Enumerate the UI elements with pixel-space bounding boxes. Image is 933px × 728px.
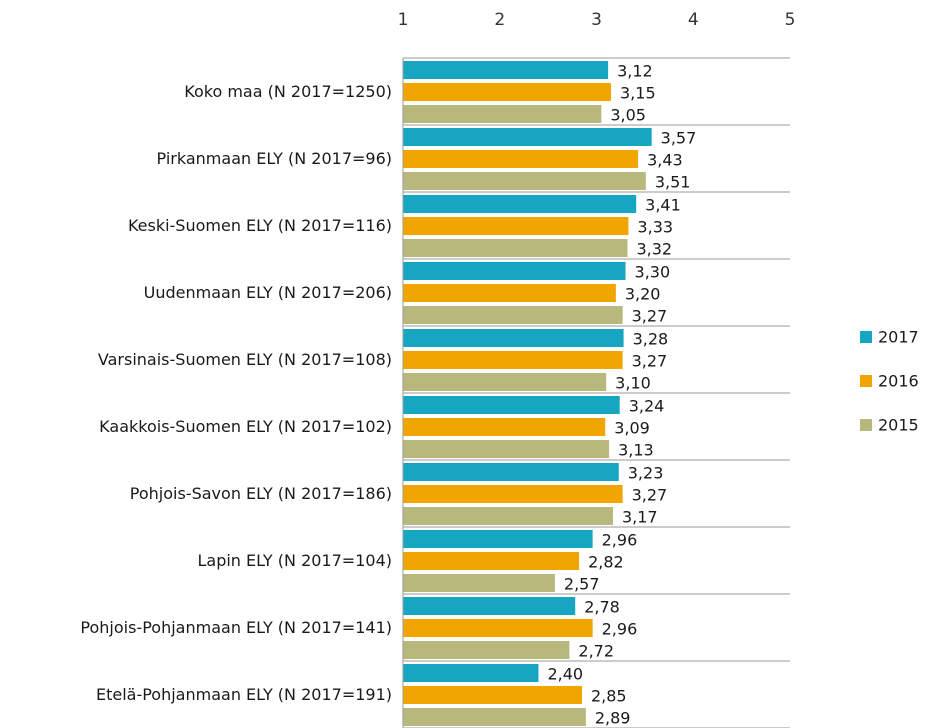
legend-label: 2017 (878, 328, 919, 347)
value-label: 3,30 (635, 263, 671, 282)
value-label: 3,12 (617, 62, 653, 81)
bar (403, 463, 619, 481)
value-label: 3,09 (614, 419, 650, 438)
bar (403, 284, 616, 302)
value-label: 2,85 (591, 687, 627, 706)
value-label: 3,20 (625, 285, 661, 304)
x-tick-label: 2 (494, 10, 505, 30)
value-label: 3,17 (622, 508, 658, 527)
bar (403, 552, 580, 570)
value-label: 3,28 (633, 330, 669, 349)
bar (403, 530, 593, 548)
value-label: 3,05 (610, 106, 646, 125)
x-tick-label: 5 (785, 10, 796, 30)
bar (403, 418, 606, 436)
value-label: 2,72 (578, 642, 614, 661)
value-label: 2,40 (547, 665, 583, 684)
bar (403, 128, 652, 146)
category-label: Uudenmaan ELY (N 2017=206) (144, 283, 392, 302)
bar (403, 641, 570, 659)
bar (403, 195, 637, 213)
value-label: 2,57 (564, 575, 600, 594)
legend-label: 2016 (878, 372, 919, 391)
category-label: Koko maa (N 2017=1250) (184, 82, 392, 101)
bar (403, 150, 639, 168)
value-label: 3,51 (655, 173, 691, 192)
value-label: 3,41 (645, 196, 681, 215)
value-label: 3,32 (636, 240, 672, 259)
value-label: 3,43 (647, 151, 683, 170)
x-tick-label: 3 (591, 10, 602, 30)
category-label: Kaakkois-Suomen ELY (N 2017=102) (99, 417, 392, 436)
bar (403, 306, 623, 324)
category-label: Pohjois-Savon ELY (N 2017=186) (130, 484, 392, 503)
legend-label: 2015 (878, 416, 919, 435)
bar (403, 217, 629, 235)
value-label: 3,13 (618, 441, 654, 460)
category-label: Etelä-Pohjanmaan ELY (N 2017=191) (96, 685, 392, 704)
legend-swatch (860, 331, 872, 343)
bar (403, 619, 593, 637)
bar (403, 664, 539, 682)
bar (403, 574, 555, 592)
bar (403, 373, 607, 391)
value-label: 3,27 (632, 352, 668, 371)
bar (403, 485, 623, 503)
value-label: 2,78 (584, 598, 620, 617)
value-label: 3,33 (637, 218, 673, 237)
bar (403, 597, 576, 615)
value-label: 3,24 (629, 397, 665, 416)
x-tick-label: 1 (398, 10, 409, 30)
value-label: 2,96 (602, 531, 638, 550)
category-label: Lapin ELY (N 2017=104) (197, 551, 392, 570)
bar (403, 329, 624, 347)
value-label: 2,82 (588, 553, 624, 572)
bar (403, 239, 628, 257)
value-label: 3,10 (615, 374, 651, 393)
legend-swatch (860, 375, 872, 387)
bar (403, 105, 602, 123)
category-label: Pohjois-Pohjanmaan ELY (N 2017=141) (80, 618, 392, 637)
x-tick-label: 4 (688, 10, 699, 30)
value-label: 3,57 (661, 129, 697, 148)
value-label: 2,96 (602, 620, 638, 639)
legend-swatch (860, 419, 872, 431)
category-label: Varsinais-Suomen ELY (N 2017=108) (98, 350, 392, 369)
bar (403, 440, 610, 458)
bar (403, 686, 582, 704)
category-label: Keski-Suomen ELY (N 2017=116) (128, 216, 392, 235)
bar (403, 708, 586, 726)
bar (403, 351, 623, 369)
bar (403, 507, 613, 525)
bar (403, 396, 620, 414)
bar (403, 172, 646, 190)
category-label: Pirkanmaan ELY (N 2017=96) (157, 149, 392, 168)
value-label: 3,27 (632, 486, 668, 505)
value-label: 3,27 (632, 307, 668, 326)
value-label: 3,15 (620, 84, 656, 103)
value-label: 3,23 (628, 464, 664, 483)
bar (403, 262, 626, 280)
bar (403, 61, 609, 79)
value-label: 2,89 (595, 709, 631, 728)
bar (403, 83, 612, 101)
